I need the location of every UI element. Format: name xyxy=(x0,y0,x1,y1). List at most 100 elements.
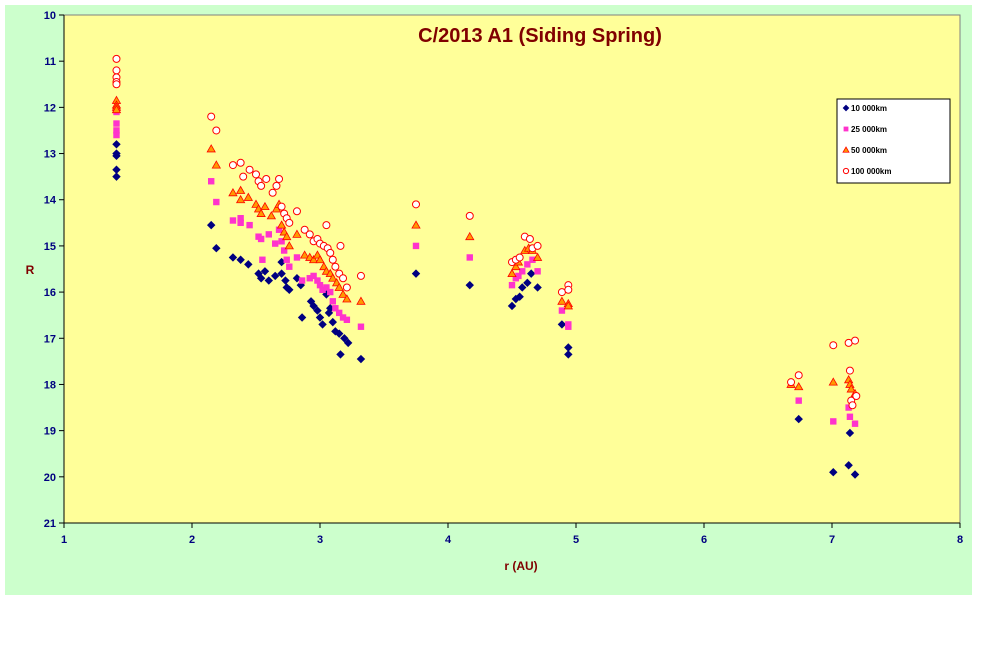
data-point xyxy=(272,240,279,247)
data-point xyxy=(277,202,286,211)
data-point xyxy=(340,334,349,343)
data-point xyxy=(283,256,290,263)
data-point xyxy=(343,316,351,323)
data-point xyxy=(239,172,248,181)
data-point xyxy=(228,253,238,262)
legend-marker xyxy=(842,146,850,153)
data-point xyxy=(244,260,253,269)
data-point xyxy=(270,271,280,281)
data-point xyxy=(515,253,524,262)
data-point xyxy=(357,323,365,330)
data-point xyxy=(557,296,567,305)
data-point xyxy=(829,467,838,477)
data-point xyxy=(465,231,475,241)
data-point xyxy=(112,140,121,149)
data-point xyxy=(315,254,325,264)
data-point xyxy=(534,268,541,275)
data-point xyxy=(356,354,366,364)
data-point xyxy=(850,470,860,479)
data-point xyxy=(411,269,421,278)
y-tick-label: 11 xyxy=(44,56,56,68)
legend-marker xyxy=(842,104,850,112)
series-10-000km xyxy=(112,140,860,479)
data-point xyxy=(318,320,327,329)
chart-title: C/2013 A1 (Siding Spring) xyxy=(418,25,662,47)
data-point xyxy=(112,172,121,181)
data-point xyxy=(211,160,222,169)
data-point xyxy=(293,254,301,261)
data-point xyxy=(256,208,266,217)
data-point xyxy=(236,158,245,167)
data-point xyxy=(794,371,803,380)
y-tick-label: 19 xyxy=(44,426,56,438)
data-point xyxy=(113,127,120,134)
data-point xyxy=(235,194,246,204)
data-point xyxy=(112,66,121,75)
data-point xyxy=(272,181,281,190)
legend-box xyxy=(836,98,951,184)
data-point xyxy=(565,323,572,330)
data-point xyxy=(278,238,285,245)
data-point xyxy=(844,461,853,470)
data-point xyxy=(511,261,521,271)
data-point xyxy=(412,242,420,250)
data-point xyxy=(264,276,274,285)
data-point xyxy=(507,301,517,311)
data-point xyxy=(336,241,345,250)
data-point xyxy=(564,350,573,359)
y-tick-label: 21 xyxy=(44,518,56,530)
data-point xyxy=(256,274,266,283)
data-point xyxy=(519,268,526,275)
data-point xyxy=(260,267,270,276)
data-point xyxy=(564,285,573,294)
data-point xyxy=(342,283,351,292)
y-tick-label: 16 xyxy=(44,287,56,299)
data-point xyxy=(532,252,543,261)
data-point xyxy=(207,112,216,121)
data-point xyxy=(292,229,302,238)
data-point xyxy=(845,428,855,438)
legend-marker xyxy=(842,167,850,175)
data-point xyxy=(412,200,420,209)
data-point xyxy=(329,298,336,305)
data-point xyxy=(322,221,331,230)
data-point xyxy=(787,378,796,387)
data-point xyxy=(533,241,542,250)
data-point xyxy=(342,294,352,303)
x-tick-label: 6 xyxy=(701,534,707,546)
y-tick-label: 20 xyxy=(44,472,56,484)
data-point xyxy=(313,306,322,315)
data-point xyxy=(515,272,522,280)
data-point xyxy=(308,254,319,264)
data-point xyxy=(299,250,310,259)
data-point xyxy=(529,256,536,263)
data-point xyxy=(557,320,567,329)
data-point xyxy=(262,174,271,183)
data-point xyxy=(343,338,353,348)
data-point xyxy=(265,231,272,238)
data-point xyxy=(237,219,244,227)
data-point xyxy=(336,309,343,317)
data-point xyxy=(113,131,120,139)
data-point xyxy=(848,401,857,410)
data-point xyxy=(316,281,324,289)
data-point xyxy=(851,336,860,345)
data-point xyxy=(327,288,334,296)
y-tick-label: 10 xyxy=(44,10,56,22)
data-point xyxy=(246,221,253,229)
data-point xyxy=(243,192,254,201)
data-point xyxy=(236,255,245,264)
data-point xyxy=(297,313,307,322)
data-point xyxy=(112,80,121,89)
data-point xyxy=(336,350,345,359)
data-point xyxy=(206,144,216,153)
data-point xyxy=(466,254,473,261)
data-point xyxy=(300,225,309,234)
data-point xyxy=(310,272,317,280)
data-point xyxy=(285,218,294,227)
data-point xyxy=(338,289,348,298)
x-axis-label: r (AU) xyxy=(504,559,537,573)
legend-label: 100 000km xyxy=(851,167,891,176)
data-point xyxy=(828,377,838,386)
data-point xyxy=(524,261,531,268)
